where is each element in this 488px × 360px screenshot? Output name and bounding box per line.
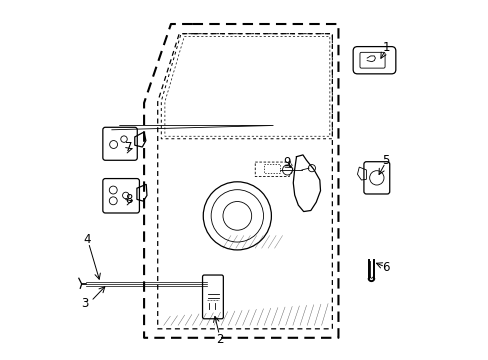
FancyBboxPatch shape (352, 46, 395, 74)
Text: 1: 1 (382, 41, 389, 54)
Text: 8: 8 (125, 193, 132, 206)
Text: 6: 6 (382, 261, 389, 274)
FancyBboxPatch shape (359, 52, 384, 68)
Text: 7: 7 (125, 140, 133, 153)
FancyBboxPatch shape (363, 162, 389, 194)
FancyBboxPatch shape (202, 275, 223, 319)
FancyBboxPatch shape (102, 179, 139, 213)
Text: 3: 3 (81, 297, 88, 310)
Text: 4: 4 (83, 233, 90, 246)
Text: 9: 9 (283, 156, 290, 169)
Text: 5: 5 (382, 154, 389, 167)
Text: 2: 2 (215, 333, 223, 346)
FancyBboxPatch shape (102, 127, 137, 160)
